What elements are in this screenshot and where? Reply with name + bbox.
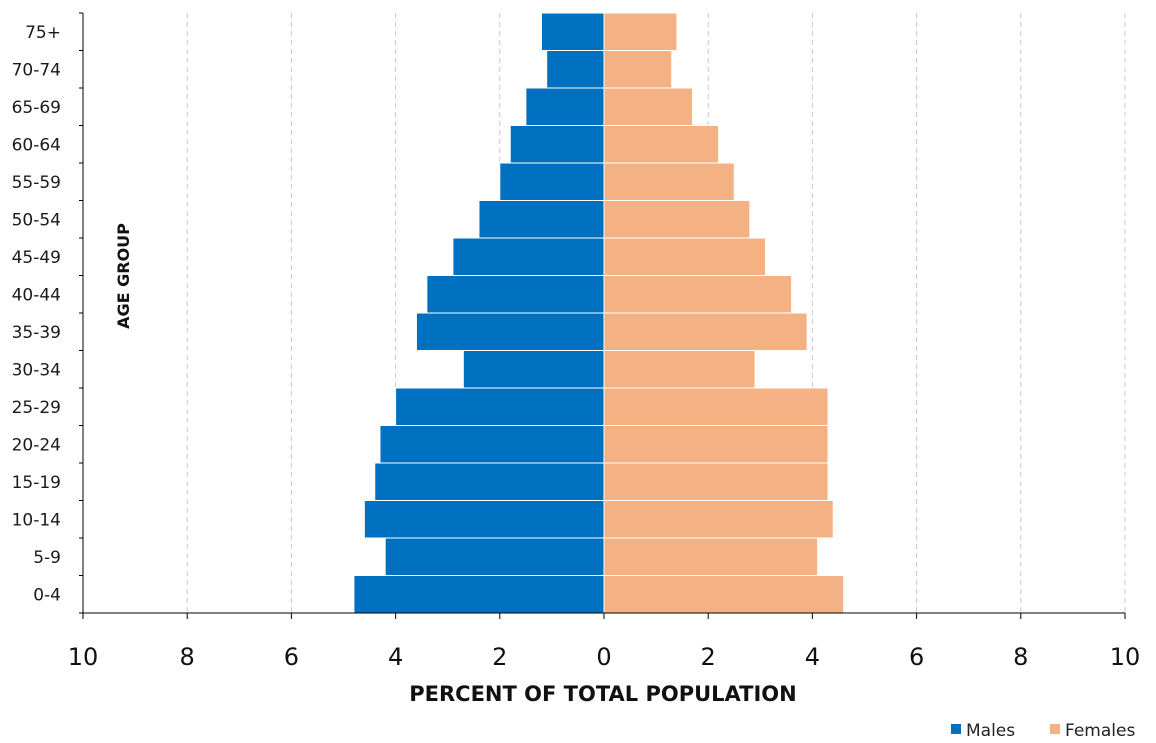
bar-females-55-59 — [603, 162, 735, 201]
bar-females-15-19 — [603, 462, 829, 501]
y-tick-label: 35-39 — [12, 323, 61, 343]
bar-males-60-64 — [509, 125, 605, 164]
x-tick-label: 8 — [1013, 643, 1028, 671]
y-tick-label: 15-19 — [12, 473, 61, 493]
x-tick-label: 6 — [284, 643, 299, 671]
bar-females-25-29 — [603, 387, 829, 426]
bar-males-15-19 — [374, 462, 605, 501]
bar-males-65-69 — [525, 87, 605, 126]
bar-males-25-29 — [395, 387, 605, 426]
y-tick-label: 50-54 — [12, 210, 61, 230]
x-tick-label: 10 — [1110, 643, 1141, 671]
bar-males-75+ — [540, 12, 605, 51]
x-tick-label: 0 — [596, 643, 611, 671]
y-tick-label: 30-34 — [12, 360, 61, 380]
x-tick-label: 10 — [68, 643, 99, 671]
bar-males-40-44 — [426, 275, 605, 314]
x-axis-title: PERCENT OF TOTAL POPULATION — [409, 682, 796, 706]
y-axis-title: AGE GROUP — [114, 223, 133, 329]
bar-males-10-14 — [363, 500, 605, 539]
axes — [79, 12, 1126, 619]
y-tick-label: 45-49 — [12, 248, 61, 268]
bar-males-30-34 — [462, 350, 605, 389]
bar-males-5-9 — [384, 537, 605, 576]
legend: Males Females — [951, 721, 1135, 741]
bar-females-5-9 — [603, 537, 819, 576]
bar-females-30-34 — [603, 350, 756, 389]
legend-label-females: Females — [1065, 721, 1135, 741]
bar-females-70-74 — [603, 50, 673, 89]
bar-females-60-64 — [603, 125, 720, 164]
y-tick-label: 75+ — [25, 23, 61, 43]
y-tick-label: 20-24 — [12, 435, 61, 455]
x-tick-label: 4 — [388, 643, 403, 671]
x-tick-labels: 10 8 6 4 2 0 2 4 6 8 10 — [68, 643, 1141, 671]
legend-swatch-females — [1050, 724, 1060, 734]
bar-females-65-69 — [603, 87, 694, 126]
bars — [353, 12, 845, 614]
y-tick-label: 65-69 — [12, 98, 61, 118]
y-tick-label: 0-4 — [33, 585, 61, 605]
bar-males-55-59 — [499, 162, 605, 201]
y-tick-label: 60-64 — [12, 135, 61, 155]
y-tick-label: 70-74 — [12, 60, 61, 80]
x-tick-label: 2 — [701, 643, 716, 671]
x-tick-label: 6 — [909, 643, 924, 671]
y-tick-label: 10-14 — [12, 510, 61, 530]
x-tick-label: 2 — [492, 643, 507, 671]
bar-females-75+ — [603, 12, 678, 51]
legend-swatch-males — [951, 724, 961, 734]
bar-females-40-44 — [603, 275, 793, 314]
bar-females-20-24 — [603, 425, 829, 464]
x-tick-label: 8 — [180, 643, 195, 671]
bar-females-10-14 — [603, 500, 834, 539]
bar-males-70-74 — [546, 50, 605, 89]
bar-males-35-39 — [415, 312, 605, 351]
y-tick-label: 40-44 — [12, 285, 61, 305]
bar-females-50-54 — [603, 200, 751, 239]
y-tick-labels: 0-4 5-9 10-14 15-19 20-24 25-29 30-34 35-39 40-4… — [12, 23, 61, 606]
x-tick-label: 4 — [805, 643, 820, 671]
bar-males-20-24 — [379, 425, 605, 464]
bar-males-50-54 — [478, 200, 605, 239]
bar-males-45-49 — [452, 237, 605, 276]
bar-females-35-39 — [603, 312, 808, 351]
bar-males-0-4 — [353, 575, 605, 614]
y-tick-label: 55-59 — [12, 173, 61, 193]
legend-label-males: Males — [966, 721, 1015, 741]
bar-females-0-4 — [603, 575, 845, 614]
bar-females-45-49 — [603, 237, 767, 276]
y-tick-label: 25-29 — [12, 398, 61, 418]
y-tick-label: 5-9 — [33, 548, 61, 568]
